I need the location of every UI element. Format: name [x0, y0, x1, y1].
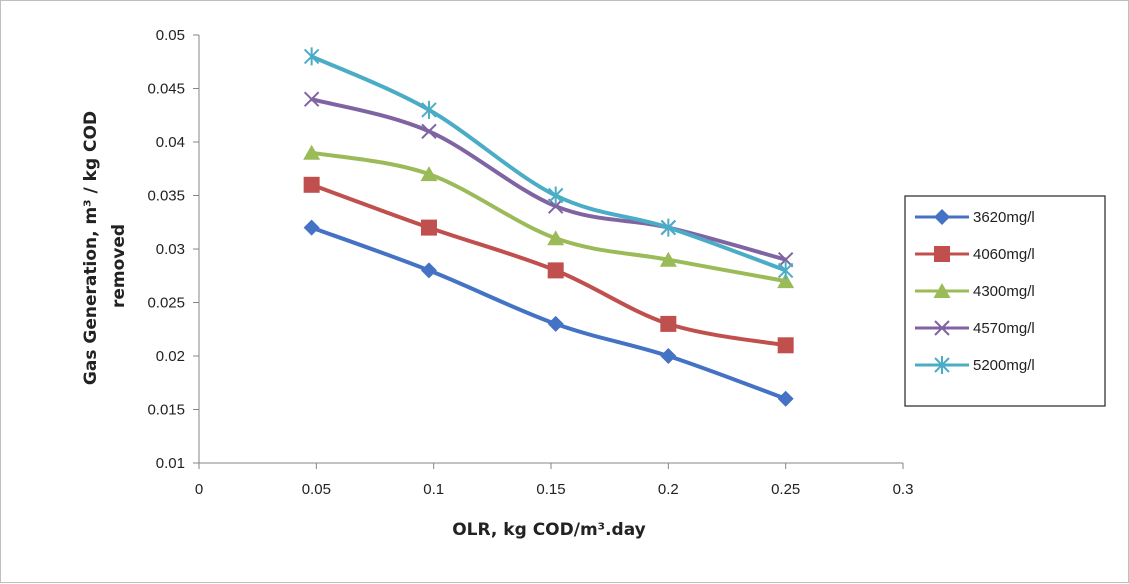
legend-item: 4570mg/l [915, 320, 1035, 337]
y-tick-label: 0.025 [147, 295, 185, 312]
legend-box [904, 195, 1106, 407]
legend-marker [934, 209, 950, 225]
data-point [547, 262, 564, 279]
y-axis-title-line2: removed [109, 224, 129, 308]
legend-label: 4300mg/l [973, 283, 1035, 300]
legend-label: 4060mg/l [973, 246, 1035, 263]
data-point [420, 262, 437, 279]
data-point [660, 218, 677, 237]
series-4 [303, 91, 794, 268]
data-point [303, 47, 320, 66]
y-axis-title: Gas Generation, m³ / kg COD [81, 111, 101, 385]
series-3 [303, 144, 795, 289]
y-tick-label: 0.01 [156, 455, 185, 472]
axes [198, 35, 903, 464]
legend-item: 4300mg/l [915, 283, 1035, 300]
x-tick-label: 0.3 [893, 481, 914, 498]
y-tick-label: 0.05 [156, 27, 185, 44]
x-tick-label: 0 [195, 481, 203, 498]
data-point [660, 348, 677, 364]
x-tick-label: 0.15 [536, 481, 565, 498]
data-point [303, 91, 320, 107]
legend-item: 5200mg/l [915, 356, 1035, 374]
y-tick-label: 0.02 [156, 348, 185, 365]
y-tick-label: 0.015 [147, 402, 185, 419]
legend-items: 3620mg/l 4060mg/l 4300mg/l 4570mg/l 5200mg/l [915, 209, 1035, 374]
data-point [660, 315, 677, 332]
data-point [421, 100, 437, 119]
data-point [421, 123, 437, 140]
data-point [659, 251, 677, 267]
series-line [310, 225, 787, 401]
series-layer [303, 47, 795, 407]
y-tick-label: 0.03 [156, 241, 185, 258]
x-axis-ticks: 0 0.05 0.1 0.15 0.2 0.25 0.3 [195, 463, 914, 498]
data-point [420, 219, 437, 236]
legend-item: 3620mg/l [915, 209, 1035, 226]
data-point [303, 219, 320, 236]
legend-marker [933, 283, 951, 298]
y-tick-label: 0.04 [156, 134, 185, 151]
legend-marker [934, 320, 950, 336]
legend-label: 4570mg/l [973, 320, 1035, 337]
data-point [547, 315, 564, 332]
data-point [777, 337, 794, 354]
x-tick-label: 0.2 [658, 481, 679, 498]
legend-marker [934, 246, 950, 262]
legend-item: 4060mg/l [915, 246, 1035, 263]
series-line [311, 150, 787, 284]
y-axis-ticks: 0.01 0.015 0.02 0.025 0.03 0.035 0.04 0.045 0.05 [147, 27, 199, 472]
legend-marker [934, 356, 950, 374]
legend-label: 5200mg/l [973, 357, 1035, 374]
data-point [777, 261, 794, 280]
data-point [777, 390, 794, 407]
data-point [303, 176, 320, 193]
series-1 [303, 219, 794, 407]
y-tick-label: 0.045 [147, 81, 185, 98]
data-point [547, 230, 565, 246]
x-tick-label: 0.1 [423, 481, 444, 498]
legend-label: 3620mg/l [973, 209, 1035, 226]
data-point [420, 166, 438, 182]
y-tick-label: 0.035 [147, 188, 185, 205]
series-2 [303, 176, 794, 354]
data-point [777, 273, 795, 289]
x-tick-label: 0.25 [771, 481, 800, 498]
data-point [303, 144, 321, 160]
x-tick-label: 0.05 [302, 481, 331, 498]
x-axis-title: OLR, kg COD/m³.day [452, 520, 646, 540]
legend: 3620mg/l 4060mg/l 4300mg/l 4570mg/l 5200mg/l [904, 195, 1106, 407]
series-5 [303, 47, 794, 280]
data-point [547, 186, 564, 205]
